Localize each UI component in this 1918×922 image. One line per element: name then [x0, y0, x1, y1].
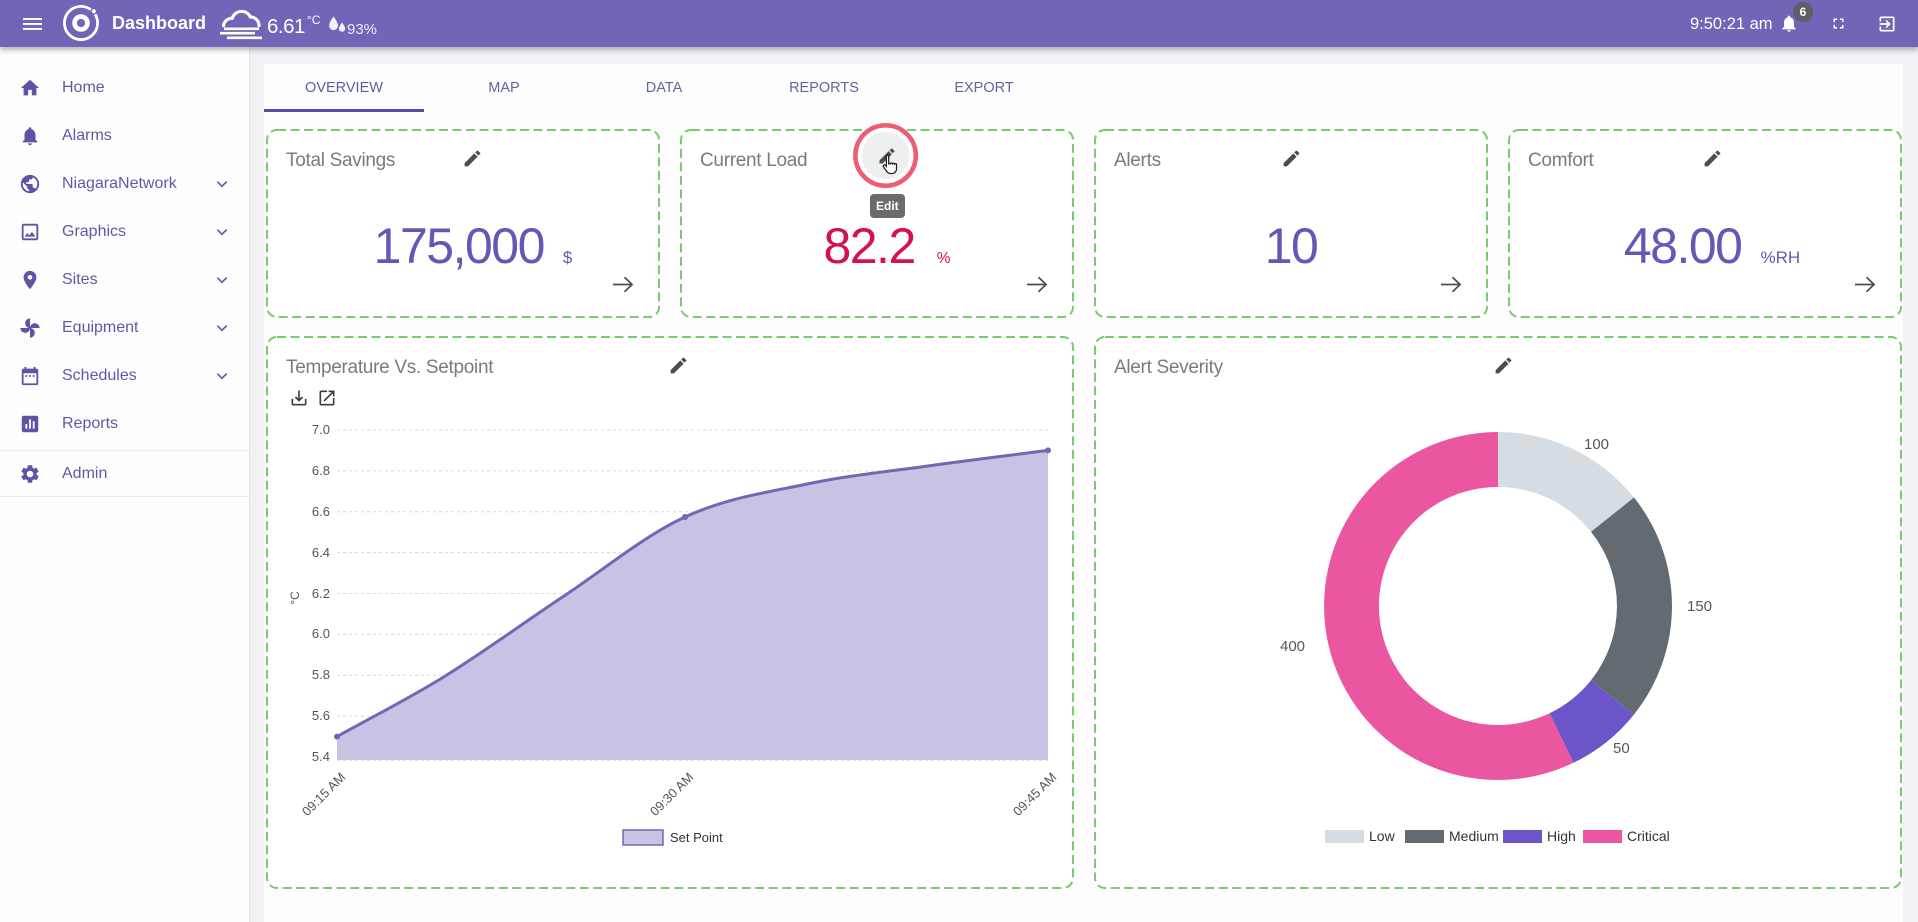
svg-text:5.6: 5.6 — [312, 708, 330, 723]
svg-text:6.6: 6.6 — [312, 504, 330, 519]
svg-text:Medium: Medium — [1449, 828, 1499, 844]
svg-text:150: 150 — [1687, 598, 1712, 615]
svg-text:6.4: 6.4 — [312, 545, 330, 560]
svg-text:°C: °C — [288, 591, 302, 605]
svg-text:7.0: 7.0 — [312, 422, 330, 437]
svg-text:Set Point: Set Point — [670, 830, 723, 845]
svg-text:Low: Low — [1369, 828, 1396, 844]
svg-text:50: 50 — [1613, 740, 1630, 757]
svg-text:6.0: 6.0 — [312, 626, 330, 641]
svg-text:5.4: 5.4 — [312, 749, 330, 764]
svg-text:5.8: 5.8 — [312, 667, 330, 682]
svg-text:09:45 AM: 09:45 AM — [1010, 769, 1059, 818]
svg-text:High: High — [1547, 828, 1576, 844]
svg-text:400: 400 — [1280, 638, 1305, 655]
svg-text:6.8: 6.8 — [312, 463, 330, 478]
svg-text:Critical: Critical — [1627, 828, 1670, 844]
svg-text:09:15 AM: 09:15 AM — [299, 769, 348, 818]
svg-text:09:30 AM: 09:30 AM — [647, 769, 696, 818]
svg-text:100: 100 — [1584, 436, 1609, 453]
svg-text:6.2: 6.2 — [312, 586, 330, 601]
